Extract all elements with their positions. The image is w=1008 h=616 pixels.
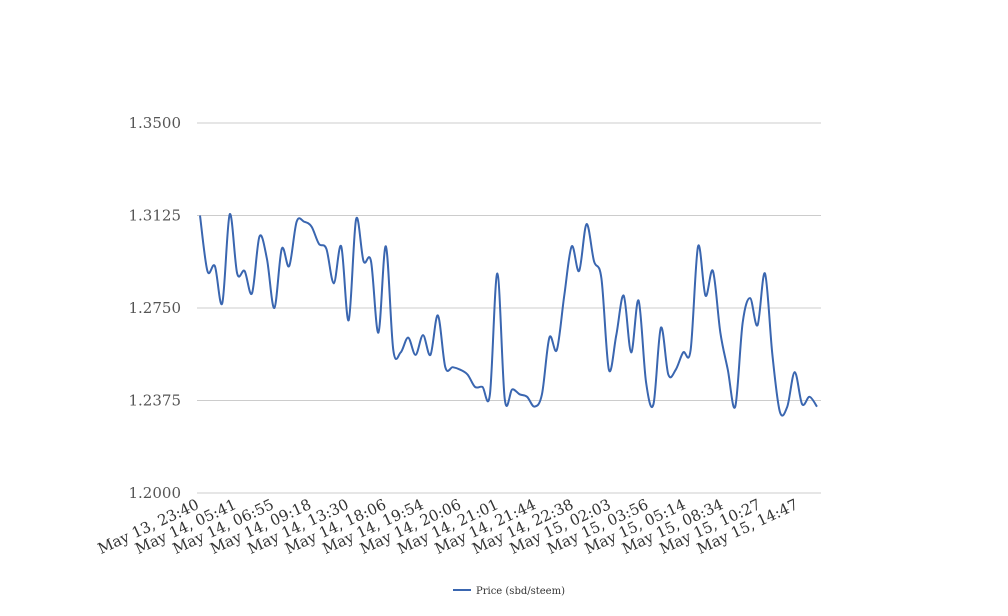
y-tick-label: 1.3125 bbox=[129, 207, 182, 225]
grid-lines bbox=[197, 122, 821, 494]
y-tick-label: 1.2000 bbox=[129, 484, 182, 502]
y-tick-label: 1.3500 bbox=[129, 114, 182, 132]
y-tick-label: 1.2375 bbox=[129, 392, 182, 410]
series-layer bbox=[199, 213, 818, 417]
y-tick-label: 1.2750 bbox=[129, 299, 182, 317]
series-line-price bbox=[199, 213, 818, 417]
y-axis-ticks: 1.2000 1.2375 1.2750 1.3125 1.3500 bbox=[129, 114, 182, 502]
legend-label: Price (sbd/steem) bbox=[476, 586, 565, 597]
legend: Price (sbd/steem) bbox=[453, 586, 565, 597]
